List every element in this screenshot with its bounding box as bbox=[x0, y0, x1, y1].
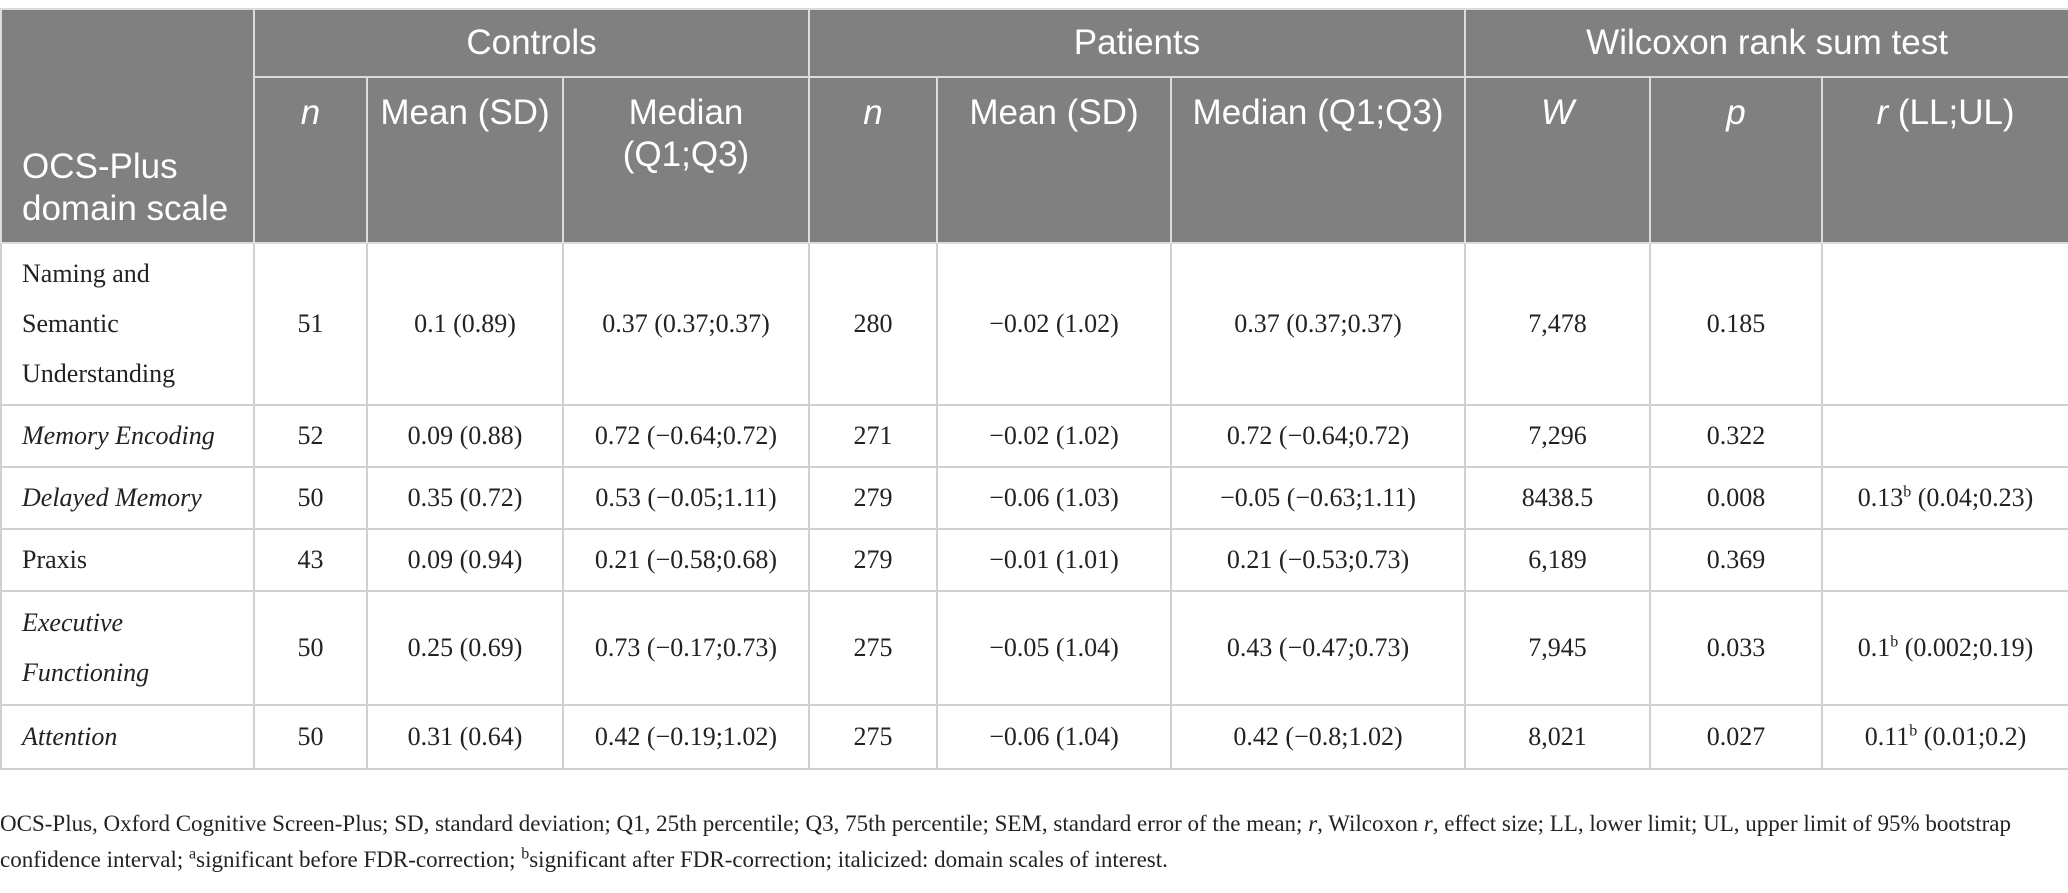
controls-mean-cell: 0.31 (0.64) bbox=[366, 704, 564, 770]
patients-median-cell: 0.21 (−0.53;0.73) bbox=[1169, 528, 1467, 592]
p-cell: 0.008 bbox=[1649, 466, 1824, 530]
patients-n-cell: 271 bbox=[808, 404, 938, 468]
domain-cell: Executive Functioning bbox=[0, 590, 255, 706]
controls-mean-cell: 0.1 (0.89) bbox=[366, 242, 564, 406]
patients-median-cell: 0.43 (−0.47;0.73) bbox=[1169, 590, 1467, 706]
results-table-container: OCS-Plus domain scale Controls Patients … bbox=[0, 8, 2068, 770]
table-row: Memory Encoding 52 0.09 (0.88) 0.72 (−0.… bbox=[0, 404, 2068, 468]
w-cell: 7,296 bbox=[1464, 404, 1652, 468]
controls-mean-cell: 0.35 (0.72) bbox=[366, 466, 564, 530]
w-cell: 7,478 bbox=[1464, 242, 1652, 406]
p-cell: 0.185 bbox=[1649, 242, 1824, 406]
patients-median-cell: 0.37 (0.37;0.37) bbox=[1169, 242, 1467, 406]
controls-median-cell: 0.72 (−0.64;0.72) bbox=[562, 404, 810, 468]
table-row: Attention 50 0.31 (0.64) 0.42 (−0.19;1.0… bbox=[0, 704, 2068, 770]
controls-n-header: n bbox=[253, 76, 368, 244]
r-cell: 0.1b (0.002;0.19) bbox=[1821, 590, 2068, 706]
patients-mean-cell: −0.01 (1.01) bbox=[936, 528, 1172, 592]
p-cell: 0.322 bbox=[1649, 404, 1824, 468]
patients-n-cell: 279 bbox=[808, 466, 938, 530]
controls-n-cell: 50 bbox=[253, 704, 368, 770]
controls-n-cell: 43 bbox=[253, 528, 368, 592]
controls-median-cell: 0.21 (−0.58;0.68) bbox=[562, 528, 810, 592]
controls-mean-cell: 0.25 (0.69) bbox=[366, 590, 564, 706]
domain-header: OCS-Plus domain scale bbox=[0, 8, 255, 244]
patients-median-header: Median (Q1;Q3) bbox=[1169, 76, 1467, 244]
r-cell: 0.13b (0.04;0.23) bbox=[1821, 466, 2068, 530]
r-cell bbox=[1821, 528, 2068, 592]
p-header: p bbox=[1649, 76, 1824, 244]
controls-header: Controls bbox=[253, 8, 810, 78]
r-cell bbox=[1821, 404, 2068, 468]
patients-n-cell: 275 bbox=[808, 590, 938, 706]
patients-median-cell: 0.72 (−0.64;0.72) bbox=[1169, 404, 1467, 468]
controls-median-cell: 0.42 (−0.19;1.02) bbox=[562, 704, 810, 770]
controls-median-header: Median (Q1;Q3) bbox=[562, 76, 810, 244]
table-row: Praxis 43 0.09 (0.94) 0.21 (−0.58;0.68) … bbox=[0, 528, 2068, 592]
patients-mean-header: Mean (SD) bbox=[936, 76, 1172, 244]
patients-n-cell: 275 bbox=[808, 704, 938, 770]
group-header-row: OCS-Plus domain scale Controls Patients … bbox=[0, 8, 2068, 244]
controls-mean-cell: 0.09 (0.94) bbox=[366, 528, 564, 592]
w-cell: 8,021 bbox=[1464, 704, 1652, 770]
patients-mean-cell: −0.06 (1.03) bbox=[936, 466, 1172, 530]
r-header: r (LL;UL) bbox=[1821, 76, 2068, 244]
w-cell: 8438.5 bbox=[1464, 466, 1652, 530]
controls-n-cell: 52 bbox=[253, 404, 368, 468]
p-cell: 0.033 bbox=[1649, 590, 1824, 706]
domain-cell: Attention bbox=[0, 704, 255, 770]
domain-cell: Memory Encoding bbox=[0, 404, 255, 468]
controls-n-cell: 50 bbox=[253, 590, 368, 706]
domain-cell: Naming and Semantic Understanding bbox=[0, 242, 255, 406]
patients-mean-cell: −0.02 (1.02) bbox=[936, 404, 1172, 468]
domain-cell: Praxis bbox=[0, 528, 255, 592]
r-cell bbox=[1821, 242, 2068, 406]
wilcoxon-header: Wilcoxon rank sum test bbox=[1464, 8, 2068, 78]
w-cell: 6,189 bbox=[1464, 528, 1652, 592]
table-row: Naming and Semantic Understanding 51 0.1… bbox=[0, 242, 2068, 406]
r-cell: 0.11b (0.01;0.2) bbox=[1821, 704, 2068, 770]
table-row: Delayed Memory 50 0.35 (0.72) 0.53 (−0.0… bbox=[0, 466, 2068, 530]
domain-cell: Delayed Memory bbox=[0, 466, 255, 530]
sub-header-row: n Mean (SD) Median (Q1;Q3) n Mean (SD) M… bbox=[1, 76, 2068, 244]
controls-mean-header: Mean (SD) bbox=[366, 76, 564, 244]
patients-n-cell: 279 bbox=[808, 528, 938, 592]
controls-median-cell: 0.73 (−0.17;0.73) bbox=[562, 590, 810, 706]
controls-n-cell: 51 bbox=[253, 242, 368, 406]
w-header: W bbox=[1464, 76, 1652, 244]
table-footnote: OCS-Plus, Oxford Cognitive Screen-Plus; … bbox=[0, 811, 2012, 872]
w-cell: 7,945 bbox=[1464, 590, 1652, 706]
results-table: OCS-Plus domain scale Controls Patients … bbox=[0, 8, 2068, 770]
patients-median-cell: 0.42 (−0.8;1.02) bbox=[1169, 704, 1467, 770]
patients-mean-cell: −0.06 (1.04) bbox=[936, 704, 1172, 770]
patients-n-header: n bbox=[808, 76, 938, 244]
patients-mean-cell: −0.05 (1.04) bbox=[936, 590, 1172, 706]
controls-median-cell: 0.53 (−0.05;1.11) bbox=[562, 466, 810, 530]
p-cell: 0.027 bbox=[1649, 704, 1824, 770]
controls-median-cell: 0.37 (0.37;0.37) bbox=[562, 242, 810, 406]
table-row: Executive Functioning 50 0.25 (0.69) 0.7… bbox=[0, 590, 2068, 706]
p-cell: 0.369 bbox=[1649, 528, 1824, 592]
controls-n-cell: 50 bbox=[253, 466, 368, 530]
patients-n-cell: 280 bbox=[808, 242, 938, 406]
controls-mean-cell: 0.09 (0.88) bbox=[366, 404, 564, 468]
patients-mean-cell: −0.02 (1.02) bbox=[936, 242, 1172, 406]
patients-median-cell: −0.05 (−0.63;1.11) bbox=[1169, 466, 1467, 530]
patients-header: Patients bbox=[807, 8, 1467, 78]
